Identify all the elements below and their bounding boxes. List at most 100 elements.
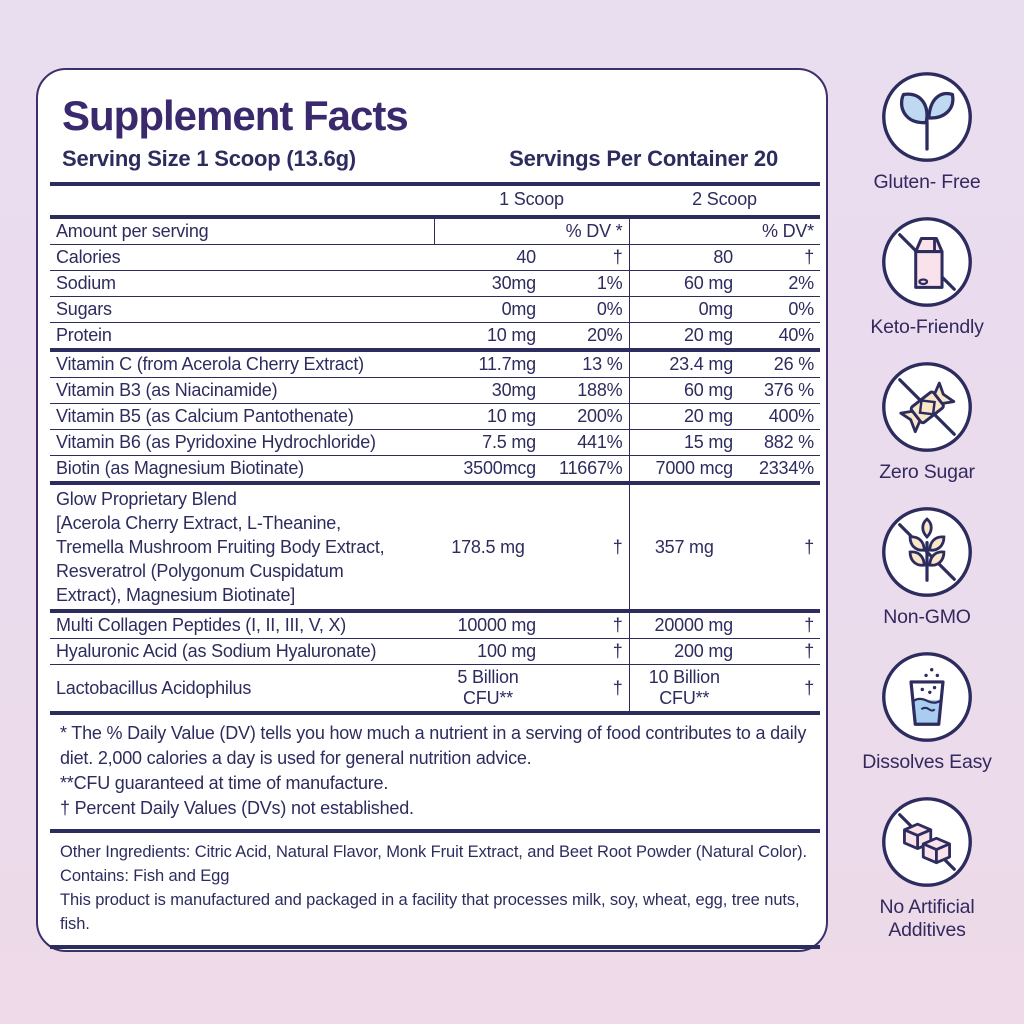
- footnote-line: † Percent Daily Values (DVs) not establi…: [60, 798, 414, 818]
- panel-title: Supplement Facts: [62, 92, 409, 139]
- badge-label: Keto-Friendly: [870, 316, 984, 338]
- dv-2scoop: 0%: [739, 296, 820, 323]
- dv-2scoop: 40%: [739, 322, 820, 352]
- badge-label: Gluten- Free: [873, 171, 981, 193]
- dv-1scoop: 200%: [542, 403, 629, 430]
- amount-2scoop: 15 mg: [628, 429, 739, 456]
- amount-1scoop: 3500mcg: [434, 455, 542, 485]
- amount-2scoop: 80: [628, 244, 739, 271]
- dv-2scoop: †: [739, 638, 820, 665]
- amount-2scoop: 200 mg: [628, 638, 739, 665]
- other-info-line: Contains: Fish and Egg: [60, 867, 230, 885]
- amount-2scoop: 357 mg: [628, 483, 739, 613]
- amount-2scoop: 20000 mg: [628, 611, 739, 639]
- dv-1scoop: 11667%: [542, 455, 629, 485]
- amount-2scoop: 60 mg: [628, 377, 739, 404]
- amount-1scoop: 40: [434, 244, 542, 271]
- amount-1scoop: 100 mg: [434, 638, 542, 665]
- nutrient-name: Vitamin C (from Acerola Cherry Extract): [50, 350, 434, 378]
- amount-2scoop: 20 mg: [628, 403, 739, 430]
- nutrient-row: Hyaluronic Acid (as Sodium Hyaluronate) 1…: [50, 638, 820, 665]
- nutrient-name: Multi Collagen Peptides (I, II, III, V, …: [50, 611, 434, 639]
- dv-header-2scoop: % DV*: [628, 217, 820, 245]
- amount-2scoop: 23.4 mg: [628, 350, 739, 378]
- nutrient-name: Sodium: [50, 270, 434, 297]
- nutrient-row: Sodium 30mg 1% 60 mg 2%: [50, 270, 820, 297]
- column-label-1scoop: 1 Scoop: [499, 189, 564, 209]
- dv-1scoop: 188%: [542, 377, 629, 404]
- nutrient-name: Hyaluronic Acid (as Sodium Hyaluronate): [50, 638, 434, 665]
- dv-2scoop: †: [739, 611, 820, 639]
- nutrient-name: Biotin (as Magnesium Biotinate): [50, 455, 434, 485]
- amount-per-serving-label: Amount per serving: [50, 217, 434, 245]
- dv-1scoop: †: [542, 664, 629, 715]
- dv-1scoop: 13 %: [542, 350, 629, 378]
- amount-1scoop: 0mg: [434, 296, 542, 323]
- dv-1scoop: †: [542, 638, 629, 665]
- footnote-line: * The % Daily Value (DV) tells you how m…: [60, 723, 807, 768]
- scoop-header-spacer: [50, 186, 434, 217]
- badge-sprout: Gluten- Free: [873, 70, 981, 194]
- nutrient-row: Lactobacillus Acidophilus 5 Billion CFU** †…: [50, 664, 820, 715]
- dv-2scoop: 2334%: [739, 455, 820, 485]
- supplement-facts-panel: Supplement Facts Serving Size 1 Scoop (1…: [36, 68, 828, 952]
- amount-2scoop: 0mg: [628, 296, 739, 323]
- badge-label: No Artificial Additives: [879, 896, 975, 941]
- badge-label: Dissolves Easy: [862, 751, 992, 773]
- divider-footnotes: [50, 829, 820, 833]
- dv-2scoop: 2%: [739, 270, 820, 297]
- amount-1scoop: 11.7mg: [434, 350, 542, 378]
- nutrient-row: Protein 10 mg 20% 20 mg 40%: [50, 322, 820, 352]
- badge-candy: Zero Sugar: [879, 360, 975, 484]
- amount-1scoop: 7.5 mg: [434, 429, 542, 456]
- footnotes-block: * The % Daily Value (DV) tells you how m…: [50, 715, 820, 829]
- dv-1scoop: †: [542, 611, 629, 639]
- nutrient-name: Glow Proprietary Blend [Acerola Cherry Ex…: [50, 483, 434, 613]
- dv-2scoop: †: [739, 244, 820, 271]
- milk-carton-icon: [882, 217, 972, 307]
- dv-2scoop: †: [739, 483, 820, 613]
- dv-1scoop: †: [542, 244, 629, 271]
- dv-1scoop: †: [542, 483, 629, 613]
- column-label-2scoop: 2 Scoop: [692, 189, 757, 209]
- amount-1scoop: 10000 mg: [434, 611, 542, 639]
- serving-info-row: Serving Size 1 Scoop (13.6g) Servings Pe…: [62, 146, 804, 172]
- nutrient-row: Vitamin B3 (as Niacinamide) 30mg 188% 60 mg…: [50, 377, 820, 404]
- dv-2scoop: 26 %: [739, 350, 820, 378]
- glass-icon: [882, 652, 972, 742]
- other-info-line: Other Ingredients: Citric Acid, Natural …: [60, 843, 807, 861]
- candy-icon: [882, 362, 972, 452]
- amount-1scoop: 10 mg: [434, 403, 542, 430]
- nutrient-row: Multi Collagen Peptides (I, II, III, V, …: [50, 611, 820, 639]
- scoop-header-row: 1 Scoop 2 Scoop: [50, 186, 820, 217]
- nutrient-row: Sugars 0mg 0% 0mg 0%: [50, 296, 820, 323]
- nutrient-row: Vitamin B6 (as Pyridoxine Hydrochloride)…: [50, 429, 820, 456]
- amount-1scoop: 30mg: [434, 270, 542, 297]
- amount-header-row: Amount per serving% DV *% DV*: [50, 217, 820, 245]
- amount-2scoop: 10 Billion CFU**: [628, 664, 739, 715]
- amount-1scoop: 10 mg: [434, 322, 542, 352]
- badge-wheat: Non-GMO: [880, 505, 974, 629]
- badge-label: Zero Sugar: [879, 461, 975, 483]
- sugar-cubes-icon: [882, 797, 972, 887]
- badge-milk-carton: Keto-Friendly: [870, 215, 984, 339]
- wheat-icon: [882, 507, 972, 597]
- dv-1scoop: 0%: [542, 296, 629, 323]
- dv-1scoop: 20%: [542, 322, 629, 352]
- servings-per-container: Servings Per Container 20: [509, 146, 778, 171]
- badge-column: Gluten- Free Keto-Friendly Zero Sugar: [832, 70, 1022, 963]
- footnote-line: **CFU guaranteed at time of manufacture.: [60, 773, 389, 793]
- amount-2scoop: 20 mg: [628, 322, 739, 352]
- dv-1scoop: 1%: [542, 270, 629, 297]
- nutrient-name: Vitamin B3 (as Niacinamide): [50, 377, 434, 404]
- dv-2scoop: 400%: [739, 403, 820, 430]
- badge-glass: Dissolves Easy: [862, 650, 992, 774]
- badge-label: Non-GMO: [883, 606, 971, 628]
- nutrient-row: Glow Proprietary Blend [Acerola Cherry Ex…: [50, 483, 820, 613]
- nutrient-row: Biotin (as Magnesium Biotinate) 3500mcg 11…: [50, 455, 820, 485]
- nutrient-row: Vitamin C (from Acerola Cherry Extract) 1…: [50, 350, 820, 378]
- other-ingredients-block: Other Ingredients: Citric Acid, Natural …: [50, 833, 820, 945]
- nutrient-row: Calories 40 † 80 †: [50, 244, 820, 271]
- dv-1scoop: 441%: [542, 429, 629, 456]
